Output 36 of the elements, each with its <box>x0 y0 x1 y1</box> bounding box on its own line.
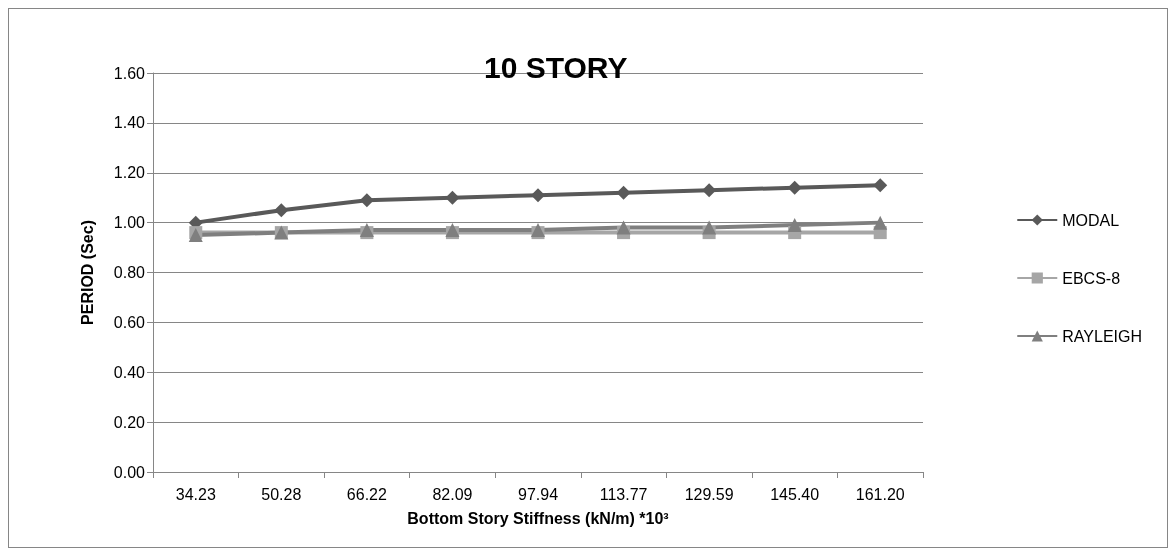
y-tick-label: 1.20 <box>113 164 146 182</box>
x-tick-label: 145.40 <box>770 485 820 503</box>
legend-label: EBCS-8 <box>1062 269 1121 287</box>
y-axis-title: PERIOD (Sec) <box>78 220 96 325</box>
x-tick-label: 161.20 <box>855 485 905 503</box>
y-tick-label: 1.00 <box>113 214 146 232</box>
y-tick-label: 0.60 <box>113 313 146 331</box>
point <box>531 188 545 203</box>
y-tick-label: 1.40 <box>113 114 146 132</box>
point <box>873 178 888 193</box>
point <box>702 183 717 198</box>
point <box>274 203 289 218</box>
point <box>616 220 631 235</box>
y-tick-label: 0.00 <box>113 463 146 481</box>
x-axis-title: Bottom Story Stiffness (kN/m) *10³ <box>407 509 669 527</box>
point <box>359 193 374 208</box>
x-tick-label: 34.23 <box>175 485 216 503</box>
x-tick-label: 82.09 <box>432 485 473 503</box>
legend-label: MODAL <box>1062 211 1120 229</box>
point <box>702 220 717 235</box>
chart-title: 10 STORY <box>484 50 628 84</box>
point <box>445 190 460 205</box>
x-tick-label: 66.22 <box>346 485 388 503</box>
point <box>787 180 802 195</box>
legend-label: RAYLEIGH <box>1062 327 1143 345</box>
x-tick-label: 97.94 <box>517 485 559 503</box>
point <box>616 185 631 200</box>
x-tick-label: 50.28 <box>261 485 302 503</box>
x-tick-label: 129.59 <box>684 485 734 503</box>
y-tick-label: 0.80 <box>113 264 146 281</box>
y-tick-label: 1.60 <box>113 64 146 82</box>
y-tick-label: 0.20 <box>113 413 146 431</box>
y-tick-label: 0.40 <box>113 363 146 381</box>
x-tick-label: 113.77 <box>599 485 648 503</box>
point <box>787 218 802 233</box>
point <box>873 215 888 230</box>
